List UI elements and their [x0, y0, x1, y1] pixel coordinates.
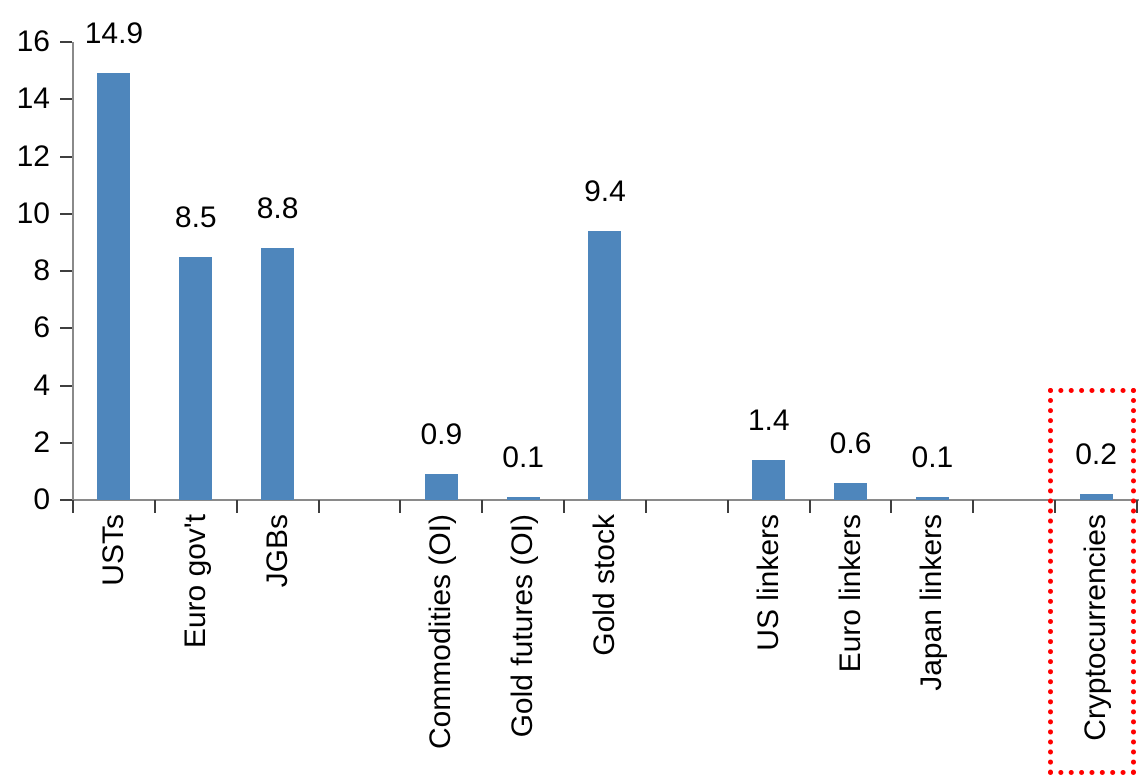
bar-jgbs: [261, 248, 295, 500]
bar-usts: [97, 73, 131, 500]
y-tick-label: 14: [16, 82, 50, 116]
category-label-gold-stock: Gold stock: [587, 514, 621, 656]
y-tick-label: 10: [16, 196, 50, 230]
highlight-box-cryptocurrencies: [1048, 388, 1136, 775]
y-tick-label: 2: [33, 425, 50, 459]
value-label-commodities-oi: 0.9: [420, 418, 463, 452]
x-axis-tick: [726, 500, 729, 513]
bar-commodities-oi: [424, 474, 458, 500]
bar-japan-linkers: [915, 497, 949, 500]
bar-gold-futures-oi: [506, 497, 540, 500]
y-axis-tick: [60, 212, 72, 215]
x-axis-tick: [890, 500, 893, 513]
x-axis-tick: [1054, 500, 1057, 513]
x-axis-tick: [317, 500, 320, 513]
category-label-commodities-oi: Commodities (OI): [424, 514, 458, 750]
value-label-japan-linkers: 0.1: [911, 441, 954, 475]
y-axis-tick: [60, 327, 72, 330]
x-axis-tick: [644, 500, 647, 513]
category-label-usts: USTs: [96, 514, 130, 586]
value-label-us-linkers: 1.4: [747, 403, 790, 437]
category-label-euro-linkers: Euro linkers: [833, 514, 867, 673]
y-tick-label: 8: [33, 254, 50, 287]
x-axis-tick: [563, 500, 566, 513]
bar-euro-linkers: [834, 482, 868, 500]
y-tick-label: 0: [33, 483, 50, 516]
x-axis-tick: [399, 500, 402, 513]
value-label-euro-gov-t: 8.5: [174, 200, 217, 234]
value-label-gold-futures-oi: 0.1: [502, 441, 544, 475]
y-tick-label: 4: [33, 368, 50, 402]
x-axis-tick: [235, 500, 238, 513]
x-axis-tick: [72, 500, 74, 513]
y-axis-tick: [60, 384, 72, 387]
value-label-cryptocurrencies: 0.2: [1075, 438, 1117, 472]
y-axis-tick: [60, 98, 72, 101]
bar-gold-stock: [588, 230, 622, 500]
category-label-japan-linkers: Japan linkers: [915, 514, 949, 691]
x-axis-tick: [808, 500, 811, 513]
y-axis-line: [72, 42, 74, 513]
y-axis-tick: [60, 441, 72, 444]
category-label-gold-futures-oi: Gold futures (OI): [506, 514, 540, 738]
value-label-gold-stock: 9.4: [584, 174, 626, 208]
bar-cryptocurrencies: [1079, 494, 1113, 500]
bar-euro-gov-t: [179, 256, 213, 500]
x-axis-tick: [153, 500, 156, 513]
y-tick-label: 16: [16, 25, 50, 58]
value-label-usts: 14.9: [84, 17, 144, 51]
category-label-euro-gov-t: Euro gov't: [178, 514, 212, 649]
x-axis-tick: [481, 500, 484, 513]
x-axis-tick: [972, 500, 975, 513]
value-label-jgbs: 8.8: [256, 192, 299, 226]
y-tick-label: 12: [16, 139, 50, 173]
value-label-euro-linkers: 0.6: [829, 426, 872, 460]
bar-us-linkers: [752, 459, 786, 500]
x-axis-line: [60, 499, 1139, 501]
y-axis-tick: [60, 41, 72, 43]
category-label-us-linkers: US linkers: [751, 514, 785, 651]
y-tick-label: 6: [33, 311, 50, 345]
y-axis-tick: [60, 270, 72, 272]
x-axis-tick: [1135, 500, 1138, 513]
y-axis-tick: [60, 499, 72, 501]
category-label-jgbs: JGBs: [260, 514, 294, 588]
y-axis-tick: [60, 155, 72, 158]
